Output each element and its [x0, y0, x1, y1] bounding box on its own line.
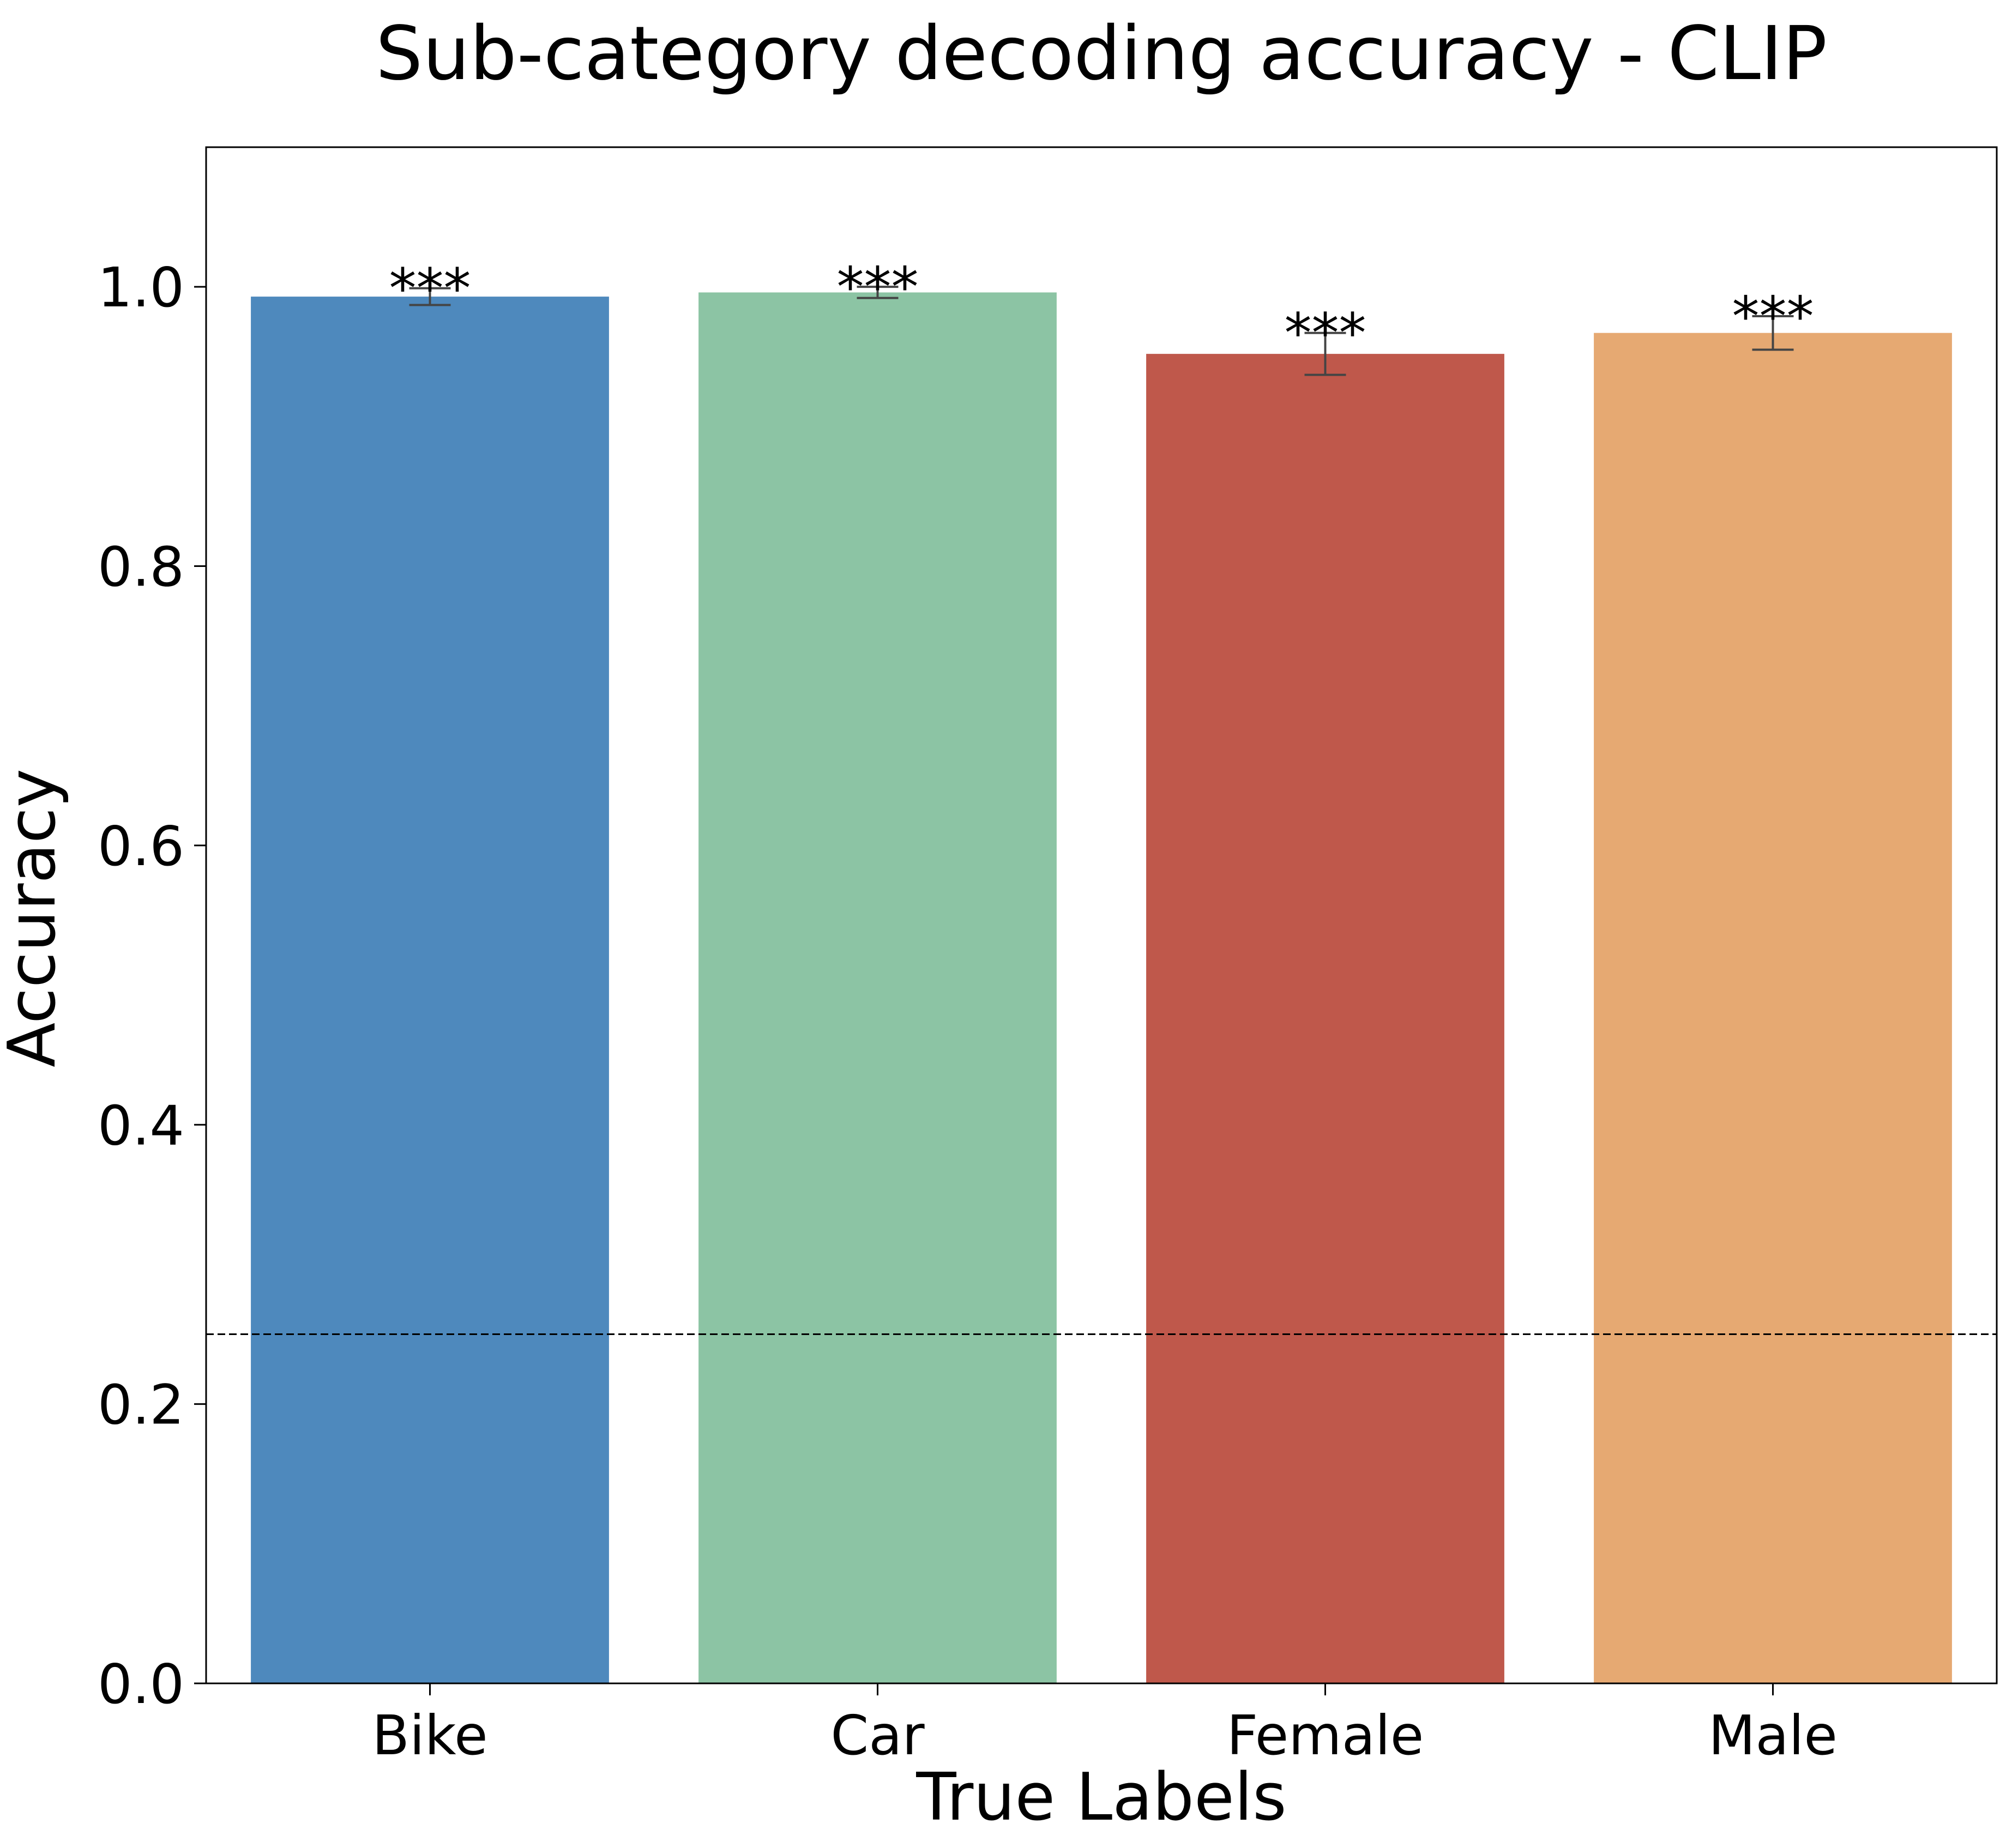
bar-male: [1594, 333, 1952, 1684]
x-axis-label: True Labels: [915, 1760, 1286, 1835]
chart-title: Sub-category decoding accuracy - CLIP: [376, 11, 1827, 97]
bar-bike: [251, 297, 609, 1684]
significance-label-female: ***: [1285, 301, 1366, 365]
plot-frame: [205, 146, 1998, 1684]
y-tick-label: 0.8: [98, 535, 184, 599]
y-tick-label: 0.2: [98, 1373, 184, 1437]
x-tick-label-bike: Bike: [372, 1704, 487, 1767]
significance-annotations: *** *** *** ***: [389, 255, 1814, 365]
error-bars: [409, 286, 1794, 376]
axes-frame: [205, 146, 1998, 1684]
bar-car: [698, 292, 1057, 1683]
y-axis: 0.0 0.2 0.4 0.6 0.8 1.0: [98, 256, 206, 1716]
y-tick-label: 1.0: [98, 256, 184, 319]
significance-label-car: ***: [837, 255, 919, 319]
y-tick-label: 0.6: [98, 814, 184, 878]
y-axis-label: Accuracy: [0, 769, 70, 1067]
bars: [251, 292, 1952, 1684]
x-axis: Bike Car Female Male: [372, 1683, 1838, 1767]
x-tick-label-female: Female: [1227, 1704, 1424, 1767]
significance-label-bike: ***: [389, 257, 471, 321]
y-tick-label: 0.4: [98, 1094, 184, 1157]
y-tick-label: 0.0: [98, 1652, 184, 1716]
x-tick-label-male: Male: [1708, 1704, 1838, 1767]
x-tick-label-car: Car: [830, 1704, 925, 1767]
bar-female: [1146, 354, 1504, 1683]
significance-label-male: ***: [1732, 285, 1814, 348]
